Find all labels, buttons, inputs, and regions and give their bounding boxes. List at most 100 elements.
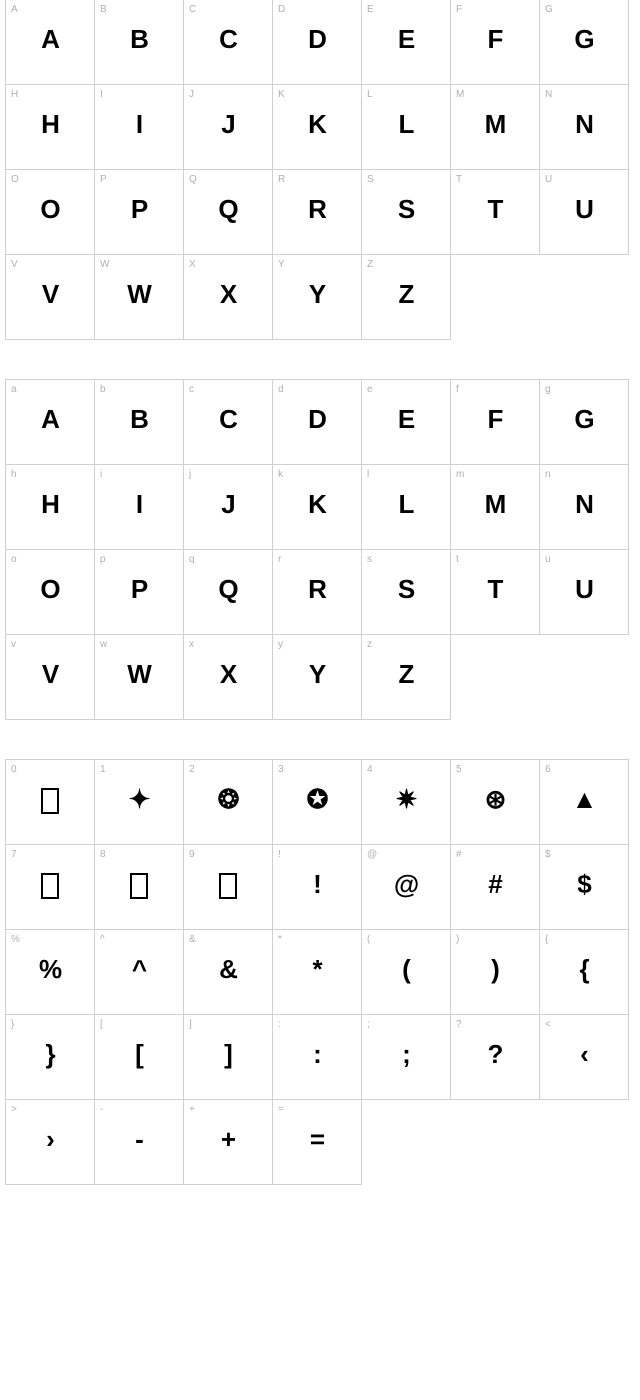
character-cell: VV: [5, 254, 95, 340]
cell-glyph: ❂: [184, 784, 272, 815]
character-cell: ]]: [183, 1014, 273, 1100]
cell-glyph: ;: [362, 1039, 450, 1070]
cell-glyph: I: [95, 109, 183, 140]
cell-label: H: [11, 89, 18, 100]
missing-glyph-icon: [41, 788, 59, 814]
character-cell: ??: [450, 1014, 540, 1100]
character-cell: [[: [94, 1014, 184, 1100]
character-grid-section: 01✦2❂3✪4✷5⊛6▲789!!@@##$$%%^^&&**(()){{}}…: [6, 760, 640, 1185]
cell-label: u: [545, 554, 551, 565]
cell-glyph: O: [6, 574, 94, 605]
cell-glyph: M: [451, 489, 539, 520]
empty-cell: [539, 1099, 629, 1185]
character-cell: OO: [5, 169, 95, 255]
cell-glyph: E: [362, 24, 450, 55]
missing-glyph-icon: [130, 873, 148, 899]
cell-label: W: [100, 259, 109, 270]
cell-glyph: Q: [184, 194, 272, 225]
cell-label: z: [367, 639, 372, 650]
cell-glyph: X: [184, 279, 272, 310]
cell-label: r: [278, 554, 281, 565]
character-cell: BB: [94, 0, 184, 85]
cell-glyph: K: [273, 489, 361, 520]
character-cell: UU: [539, 169, 629, 255]
cell-label: D: [278, 4, 285, 15]
cell-glyph: ⊛: [451, 784, 539, 815]
character-cell: 3✪: [272, 759, 362, 845]
cell-glyph: !: [273, 869, 361, 900]
cell-label: $: [545, 849, 551, 860]
cell-label: k: [278, 469, 283, 480]
cell-glyph: V: [6, 659, 94, 690]
cell-glyph: }: [6, 1039, 94, 1070]
character-cell: HH: [5, 84, 95, 170]
cell-label: n: [545, 469, 551, 480]
cell-glyph: V: [6, 279, 94, 310]
character-cell: oO: [5, 549, 95, 635]
cell-label: (: [367, 934, 370, 945]
cell-label: A: [11, 4, 18, 15]
cell-glyph: U: [540, 194, 628, 225]
cell-label: B: [100, 4, 107, 15]
cell-glyph: Y: [273, 659, 361, 690]
cell-glyph: P: [95, 574, 183, 605]
cell-label: X: [189, 259, 196, 270]
cell-glyph: B: [95, 24, 183, 55]
cell-label: Y: [278, 259, 285, 270]
cell-label: b: [100, 384, 106, 395]
character-cell: uU: [539, 549, 629, 635]
cell-glyph: #: [451, 869, 539, 900]
cell-glyph: ✷: [362, 784, 450, 815]
empty-cell: [539, 254, 629, 340]
cell-label: 6: [545, 764, 551, 775]
empty-cell: [539, 634, 629, 720]
cell-label: G: [545, 4, 553, 15]
cell-glyph: H: [6, 489, 94, 520]
cell-glyph: :: [273, 1039, 361, 1070]
cell-glyph: Z: [362, 279, 450, 310]
character-cell: eE: [361, 379, 451, 465]
cell-glyph: S: [362, 194, 450, 225]
character-cell: >›: [5, 1099, 95, 1185]
character-cell: !!: [272, 844, 362, 930]
cell-label: s: [367, 554, 372, 565]
cell-glyph: T: [451, 194, 539, 225]
cell-label: p: [100, 554, 106, 565]
cell-label: x: [189, 639, 194, 650]
cell-label: q: [189, 554, 195, 565]
cell-label: U: [545, 174, 552, 185]
cell-glyph: *: [273, 954, 361, 985]
character-cell: DD: [272, 0, 362, 85]
cell-label: 7: [11, 849, 17, 860]
cell-label: V: [11, 259, 18, 270]
cell-glyph: $: [540, 869, 628, 900]
cell-glyph: ‹: [540, 1039, 628, 1070]
character-cell: lL: [361, 464, 451, 550]
cell-glyph: F: [451, 24, 539, 55]
cell-glyph: D: [273, 404, 361, 435]
cell-label: ^: [100, 934, 105, 945]
character-cell: PP: [94, 169, 184, 255]
cell-label: {: [545, 934, 548, 945]
cell-label: >: [11, 1104, 17, 1115]
character-cell: 8: [94, 844, 184, 930]
cell-label: !: [278, 849, 281, 860]
cell-glyph: G: [540, 24, 628, 55]
character-grid-section: aAbBcCdDeEfFgGhHiIjJkKlLmMnNoOpPqQrRsStT…: [6, 380, 640, 720]
cell-glyph: [: [95, 1039, 183, 1070]
cell-glyph: [184, 869, 272, 900]
character-cell: 5⊛: [450, 759, 540, 845]
cell-label: 9: [189, 849, 195, 860]
cell-label: t: [456, 554, 459, 565]
cell-label: ]: [189, 1019, 192, 1030]
character-cell: nN: [539, 464, 629, 550]
cell-glyph: ]: [184, 1039, 272, 1070]
cell-label: M: [456, 89, 464, 100]
character-cell: KK: [272, 84, 362, 170]
cell-glyph: D: [273, 24, 361, 55]
cell-glyph: F: [451, 404, 539, 435]
cell-glyph: J: [184, 489, 272, 520]
cell-glyph: I: [95, 489, 183, 520]
cell-label: C: [189, 4, 196, 15]
cell-label: +: [189, 1104, 195, 1115]
